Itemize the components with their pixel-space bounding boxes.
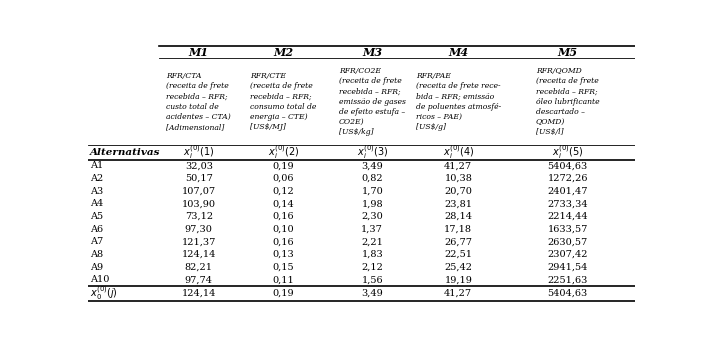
Text: 22,51: 22,51 — [444, 250, 472, 259]
Text: $x_0^{(0)}(j)$: $x_0^{(0)}(j)$ — [90, 285, 118, 302]
Text: 0,13: 0,13 — [273, 250, 294, 259]
Text: A5: A5 — [90, 212, 104, 221]
Text: 17,18: 17,18 — [444, 225, 472, 234]
Text: $x_i^{(0)}(2)$: $x_i^{(0)}(2)$ — [268, 143, 299, 161]
Text: 2,12: 2,12 — [361, 263, 384, 272]
Text: 2214,44: 2214,44 — [547, 212, 588, 221]
Text: 2401,47: 2401,47 — [547, 187, 588, 196]
Text: 19,19: 19,19 — [444, 276, 472, 284]
Text: RFR/CO2E
(receita de frete
recebida – RFR;
emissão de gases
de efeito estufa –
C: RFR/CO2E (receita de frete recebida – RF… — [339, 67, 405, 136]
Text: 0,14: 0,14 — [273, 199, 294, 208]
Text: 1272,26: 1272,26 — [547, 174, 588, 183]
Text: 0,16: 0,16 — [273, 237, 294, 247]
Text: 41,27: 41,27 — [444, 289, 472, 298]
Text: 50,17: 50,17 — [185, 174, 213, 183]
Text: A10: A10 — [90, 276, 110, 284]
Text: M4: M4 — [448, 47, 468, 58]
Text: A7: A7 — [90, 237, 104, 247]
Text: 32,03: 32,03 — [185, 161, 213, 170]
Text: A4: A4 — [90, 199, 104, 208]
Text: $x_i^{(0)}(4)$: $x_i^{(0)}(4)$ — [443, 143, 474, 161]
Text: 26,77: 26,77 — [444, 237, 472, 247]
Text: 2307,42: 2307,42 — [547, 250, 588, 259]
Text: $x_i^{(0)}(3)$: $x_i^{(0)}(3)$ — [357, 143, 388, 161]
Text: 2251,63: 2251,63 — [547, 276, 588, 284]
Text: A3: A3 — [90, 187, 104, 196]
Text: A6: A6 — [90, 225, 104, 234]
Text: A2: A2 — [90, 174, 104, 183]
Text: A9: A9 — [90, 263, 104, 272]
Text: 20,70: 20,70 — [444, 187, 472, 196]
Text: A1: A1 — [90, 161, 104, 170]
Text: 97,74: 97,74 — [185, 276, 213, 284]
Text: 28,14: 28,14 — [444, 212, 472, 221]
Text: 2630,57: 2630,57 — [548, 237, 588, 247]
Text: 5404,63: 5404,63 — [548, 289, 588, 298]
Text: RFR/CTA
(receita de frete
recebida – RFR;
custo total de
acidentes – CTA)
[Adime: RFR/CTA (receita de frete recebida – RFR… — [166, 72, 231, 131]
Text: M3: M3 — [362, 47, 382, 58]
Text: RFR/QOMD
(receita de frete
recebida – RFR;
óleo lubrificante
descartado –
QOMD)
: RFR/QOMD (receita de frete recebida – RF… — [536, 67, 599, 136]
Text: 0,19: 0,19 — [273, 161, 294, 170]
Text: M5: M5 — [558, 47, 577, 58]
Text: 2,21: 2,21 — [361, 237, 384, 247]
Text: M1: M1 — [189, 47, 209, 58]
Text: 0,10: 0,10 — [273, 225, 294, 234]
Text: 0,19: 0,19 — [273, 289, 294, 298]
Text: $x_i^{(0)}(1)$: $x_i^{(0)}(1)$ — [183, 143, 214, 161]
Text: 103,90: 103,90 — [182, 199, 216, 208]
Text: 41,27: 41,27 — [444, 161, 472, 170]
Text: RFR/CTE
(receita de frete
recebida – RFR;
consumo total de
energia – CTE)
[US$/M: RFR/CTE (receita de frete recebida – RFR… — [250, 72, 317, 131]
Text: 5404,63: 5404,63 — [548, 161, 588, 170]
Text: 10,38: 10,38 — [444, 174, 472, 183]
Text: 1,83: 1,83 — [362, 250, 383, 259]
Text: 0,15: 0,15 — [273, 263, 294, 272]
Text: Alternativas: Alternativas — [90, 148, 161, 157]
Text: 0,12: 0,12 — [273, 187, 294, 196]
Text: A8: A8 — [90, 250, 104, 259]
Text: 0,16: 0,16 — [273, 212, 294, 221]
Text: 0,82: 0,82 — [362, 174, 383, 183]
Text: 25,42: 25,42 — [444, 263, 472, 272]
Text: 1,70: 1,70 — [362, 187, 383, 196]
Text: 121,37: 121,37 — [182, 237, 216, 247]
Text: 0,11: 0,11 — [273, 276, 294, 284]
Text: 2733,34: 2733,34 — [547, 199, 588, 208]
Text: 3,49: 3,49 — [362, 289, 383, 298]
Text: 1,98: 1,98 — [362, 199, 383, 208]
Text: 1,37: 1,37 — [361, 225, 384, 234]
Text: 1633,57: 1633,57 — [547, 225, 588, 234]
Text: 2,30: 2,30 — [362, 212, 383, 221]
Text: 107,07: 107,07 — [182, 187, 216, 196]
Text: 2941,54: 2941,54 — [547, 263, 588, 272]
Text: 97,30: 97,30 — [185, 225, 213, 234]
Text: $x_i^{(0)}(5)$: $x_i^{(0)}(5)$ — [552, 143, 583, 161]
Text: 124,14: 124,14 — [182, 289, 216, 298]
Text: 1,56: 1,56 — [362, 276, 383, 284]
Text: 82,21: 82,21 — [185, 263, 213, 272]
Text: 0,06: 0,06 — [273, 174, 294, 183]
Text: M2: M2 — [274, 47, 293, 58]
Text: 124,14: 124,14 — [182, 250, 216, 259]
Text: RFR/PAE
(receita de frete rece-
bida – RFR; emissão
de poluentes atmosfé-
ricos : RFR/PAE (receita de frete rece- bida – R… — [416, 72, 501, 131]
Text: 23,81: 23,81 — [444, 199, 472, 208]
Text: 73,12: 73,12 — [185, 212, 213, 221]
Text: 3,49: 3,49 — [362, 161, 383, 170]
